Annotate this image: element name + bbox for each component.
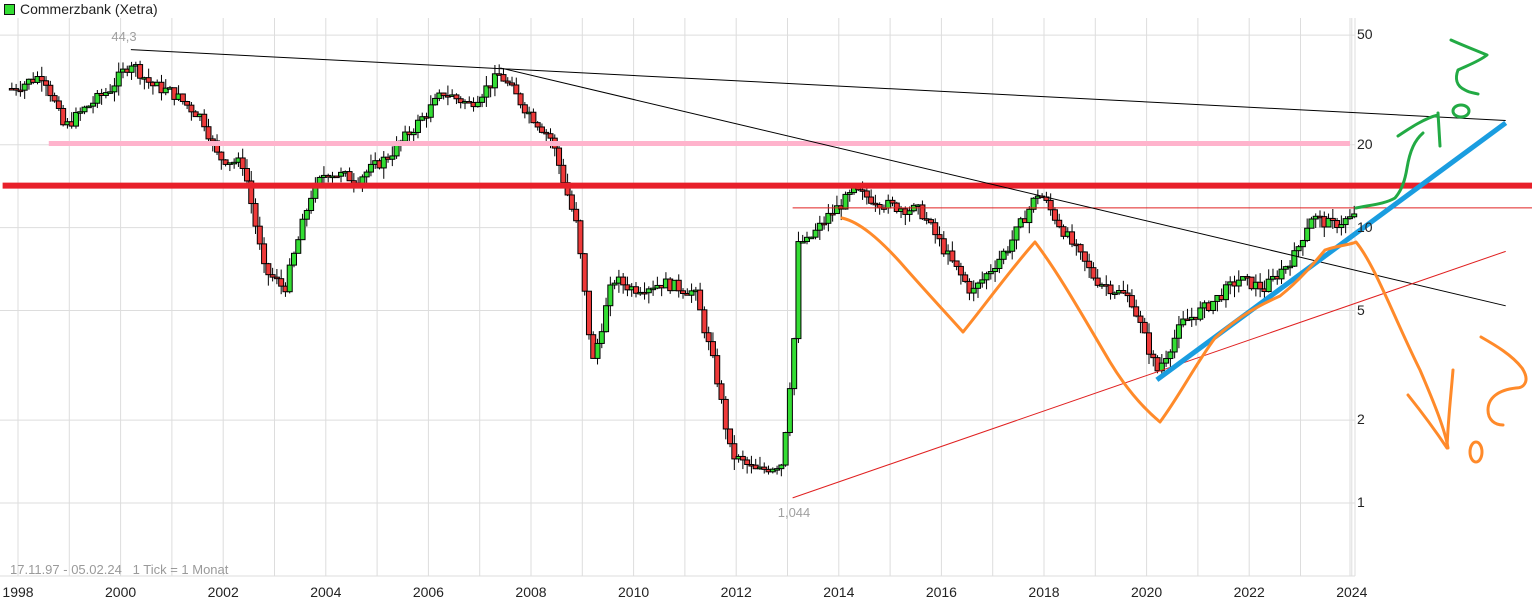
- x-tick-label: 2004: [310, 584, 342, 600]
- x-tick-label: 2018: [1028, 584, 1060, 600]
- blue-uptrend-line: [1155, 120, 1508, 382]
- orange-question-mark-drawing: [1479, 335, 1528, 427]
- x-tick-label: 2022: [1233, 584, 1265, 600]
- x-tick-label: 2020: [1131, 584, 1163, 600]
- long-downtrend-line: [130, 49, 1506, 121]
- green-dot-drawing: [1451, 103, 1471, 119]
- x-tick-label: 2008: [515, 584, 547, 600]
- y-tick-label: 5: [1357, 301, 1365, 318]
- uptrend-from-low-line: [792, 250, 1506, 499]
- green-question-mark-drawing: [1449, 38, 1489, 96]
- x-tick-label: 2024: [1336, 584, 1368, 600]
- hand-drawn-annotations: [840, 38, 1528, 464]
- x-tick-label: 2010: [618, 584, 650, 600]
- y-tick-label: 50: [1357, 26, 1373, 43]
- orange-dot-drawing: [1468, 440, 1484, 464]
- date-range: 17.11.97 - 05.02.24: [10, 562, 122, 577]
- downtrend-2007-line: [500, 67, 1506, 307]
- legend-swatch-icon: [4, 3, 15, 15]
- orange-projection-drawing: [840, 216, 1450, 450]
- x-tick-label: 1998: [2, 584, 34, 600]
- y-tick-label: 1: [1357, 494, 1365, 510]
- all-time-high-label: 44,3: [111, 29, 137, 44]
- orange-arrow-head-drawing: [1406, 368, 1455, 450]
- chart-title: Commerzbank (Xetra): [20, 1, 158, 17]
- x-tick-label: 2012: [720, 584, 752, 600]
- candlestick-series: [8, 60, 1358, 477]
- chart-grid: [0, 18, 1356, 577]
- x-tick-label: 2000: [105, 584, 137, 600]
- y-tick-label: 10: [1357, 218, 1373, 235]
- all-time-low-label: 1,044: [777, 505, 811, 520]
- x-tick-label: 2006: [412, 584, 444, 600]
- chart-legend: Commerzbank (Xetra): [4, 1, 158, 17]
- y-tick-label: 2: [1357, 411, 1365, 428]
- x-tick-label: 2002: [207, 584, 239, 600]
- green-upside-drawing: [1354, 111, 1442, 210]
- date-range-info: 17.11.97 - 05.02.24 1 Tick = 1 Monat: [10, 562, 228, 577]
- y-tick-label: 20: [1357, 135, 1373, 152]
- x-tick-label: 2016: [925, 584, 957, 600]
- tick-interval: 1 Tick = 1 Monat: [132, 562, 229, 577]
- trend-lines: [2, 49, 1532, 499]
- x-tick-label: 2014: [823, 584, 855, 600]
